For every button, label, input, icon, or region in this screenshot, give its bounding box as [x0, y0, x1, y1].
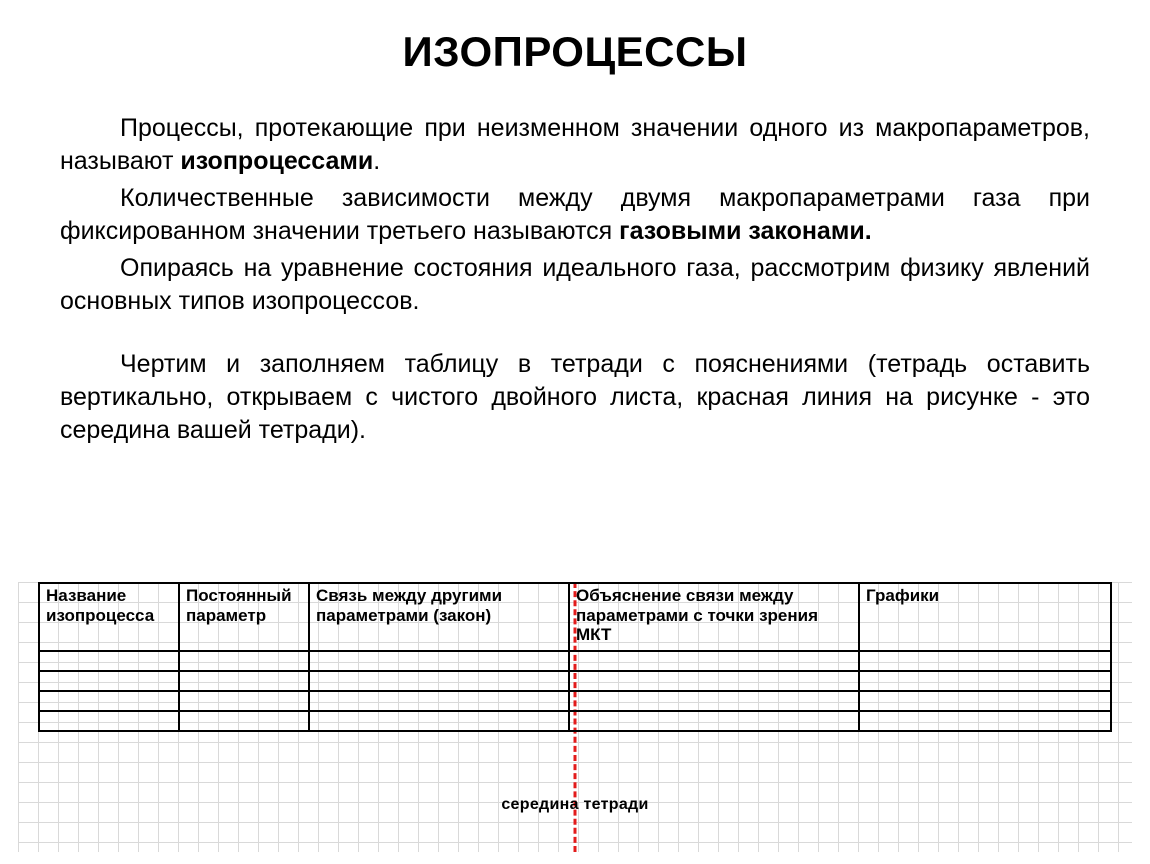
table-row [39, 691, 1111, 711]
table-body [39, 651, 1111, 731]
paragraph-3-text: Опираясь на уравнение состояния идеально… [60, 254, 1090, 315]
table-row [39, 651, 1111, 671]
paragraph-2: Количественные зависимости между двумя м… [60, 182, 1090, 248]
paragraph-4-text: Чертим и заполняем таблицу в тетради с п… [60, 350, 1090, 444]
table-header-col-1: Постоянный параметр [179, 583, 309, 651]
table-head: Название изопроцесса Постоянный параметр… [39, 583, 1111, 651]
paragraph-1-bold: изопроцессами [180, 147, 373, 175]
paragraph-3: Опираясь на уравнение состояния идеально… [60, 252, 1090, 318]
paragraph-4: Чертим и заполняем таблицу в тетради с п… [60, 348, 1090, 447]
table-header-col-4: Графики [859, 583, 1111, 651]
paragraph-2-bold: газовыми законами. [619, 217, 872, 245]
table-header-col-2: Связь между другими параметрами (закон) [309, 583, 569, 651]
table-header-col-3: Объяснение связи между параметрами с точ… [569, 583, 859, 651]
notebook-area: Название изопроцесса Постоянный параметр… [18, 582, 1132, 852]
notebook-center-label: середина тетради [18, 796, 1132, 814]
paragraph-2-text-a: Количественные зависимости между двумя м… [60, 184, 1090, 245]
body-text: Процессы, протекающие при неизменном зна… [60, 112, 1090, 447]
isoprocess-table: Название изопроцесса Постоянный параметр… [38, 582, 1112, 732]
table-row [39, 711, 1111, 731]
paragraph-1-text-c: . [373, 147, 380, 175]
table-header-row: Название изопроцесса Постоянный параметр… [39, 583, 1111, 651]
page: ИЗОПРОЦЕССЫ Процессы, протекающие при не… [0, 0, 1150, 864]
table-row [39, 671, 1111, 691]
paragraph-1: Процессы, протекающие при неизменном зна… [60, 112, 1090, 178]
table-header-col-0: Название изопроцесса [39, 583, 179, 651]
page-title: ИЗОПРОЦЕССЫ [60, 28, 1090, 76]
